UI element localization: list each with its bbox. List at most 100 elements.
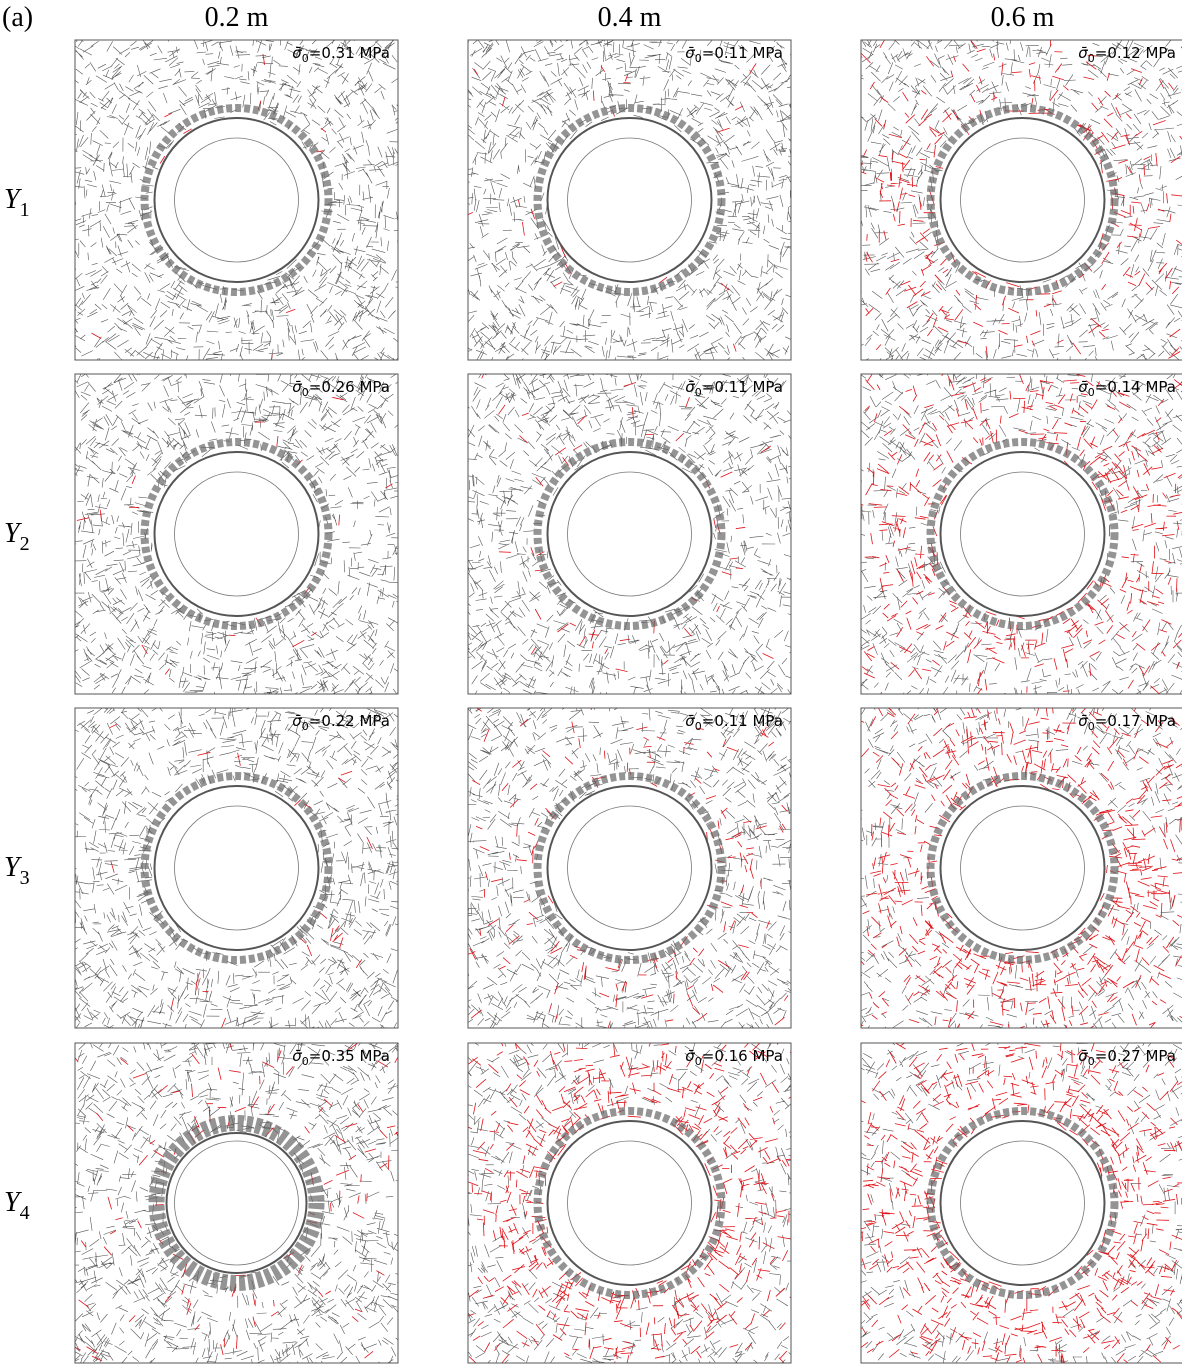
panel-frame: [467, 39, 792, 361]
initial-boundary: [174, 805, 299, 931]
stress-annotation: σ̄0=0.31 MPa: [292, 44, 390, 65]
panel-frame: [467, 1042, 792, 1364]
opening: [546, 451, 713, 617]
stress-value: =0.31 MPa: [309, 44, 390, 62]
stress-symbol: σ̄: [1078, 1047, 1088, 1065]
opening: [939, 451, 1106, 617]
panel-frame: [74, 373, 399, 695]
stress-value: =0.11 MPa: [702, 378, 783, 396]
stress-symbol: σ̄: [292, 1047, 302, 1065]
panel: σ̄0=0.27 MPa: [860, 1042, 1182, 1364]
damaged-cracks: [861, 708, 1182, 1028]
damage-ring: [140, 772, 333, 964]
panel: σ̄0=0.35 MPa: [74, 1042, 399, 1364]
initial-boundary: [960, 805, 1085, 931]
stress-value: =0.26 MPa: [309, 378, 390, 396]
opening: [153, 451, 320, 617]
stress-symbol: σ̄: [292, 44, 302, 62]
opening: [939, 117, 1106, 283]
opening: [939, 1120, 1106, 1286]
initial-boundary: [960, 1140, 1085, 1266]
panel-frame: [74, 707, 399, 1029]
stress-value: =0.11 MPa: [702, 44, 783, 62]
stress-subscript: 0: [1088, 1055, 1095, 1068]
damaged-cracks: [468, 708, 789, 1028]
stress-value: =0.27 MPa: [1095, 1047, 1176, 1065]
row-symbol: Y: [4, 184, 23, 215]
panel: σ̄0=0.22 MPa: [74, 707, 399, 1029]
stress-subscript: 0: [1088, 720, 1095, 733]
stress-value: =0.12 MPa: [1095, 44, 1176, 62]
stress-subscript: 0: [302, 52, 309, 65]
row-subscript: 1: [20, 199, 30, 221]
stress-subscript: 0: [1088, 386, 1095, 399]
cracks: [468, 374, 791, 694]
cracks: [75, 708, 398, 1028]
opening: [546, 1120, 713, 1286]
damage-ring: [140, 438, 333, 630]
stress-annotation: σ̄0=0.11 MPa: [685, 44, 783, 65]
panel: σ̄0=0.14 MPa: [860, 373, 1182, 695]
stress-subscript: 0: [302, 1055, 309, 1068]
stress-symbol: σ̄: [685, 1047, 695, 1065]
damaged-cracks: [91, 53, 327, 360]
damage-ring: [533, 772, 726, 964]
row-label: Y1: [4, 184, 30, 221]
stress-value: =0.11 MPa: [702, 712, 783, 730]
panel: σ̄0=0.26 MPa: [74, 373, 399, 695]
stress-annotation: σ̄0=0.17 MPa: [1078, 712, 1176, 733]
stress-annotation: σ̄0=0.16 MPa: [685, 1047, 783, 1068]
opening: [939, 785, 1106, 951]
column-header: 0.6 m: [991, 2, 1055, 33]
initial-boundary: [174, 137, 299, 263]
row-subscript: 3: [20, 867, 30, 889]
panel: σ̄0=0.11 MPa: [467, 707, 792, 1029]
damage-ring: [140, 104, 333, 296]
opening: [546, 117, 713, 283]
panel-frame: [860, 707, 1182, 1029]
stress-symbol: σ̄: [1078, 378, 1088, 396]
cracks: [468, 40, 791, 360]
panel-frame: [467, 373, 792, 695]
row-subscript: 2: [20, 533, 30, 555]
panel-frame: [467, 707, 792, 1029]
panel: σ̄0=0.12 MPa: [860, 39, 1182, 361]
column-header: 0.2 m: [205, 2, 269, 33]
opening: [153, 785, 320, 951]
damage-ring: [533, 104, 726, 296]
stress-symbol: σ̄: [1078, 712, 1088, 730]
panel: σ̄0=0.11 MPa: [467, 39, 792, 361]
stress-annotation: σ̄0=0.26 MPa: [292, 378, 390, 399]
panel-frame: [860, 39, 1182, 361]
row-symbol: Y: [4, 852, 23, 883]
stress-annotation: σ̄0=0.27 MPa: [1078, 1047, 1176, 1068]
opening: [153, 117, 320, 283]
cracks: [75, 40, 398, 360]
stress-annotation: σ̄0=0.12 MPa: [1078, 44, 1176, 65]
damage-ring: [926, 1107, 1119, 1299]
panel-frame: [74, 1042, 399, 1364]
stress-subscript: 0: [695, 386, 702, 399]
stress-subscript: 0: [695, 52, 702, 65]
row-label: Y4: [4, 1187, 30, 1224]
initial-boundary: [567, 137, 692, 263]
panel-label: (a): [2, 2, 33, 33]
panel-frame: [860, 373, 1182, 695]
cracks: [861, 708, 1182, 1028]
damage-ring: [926, 772, 1119, 964]
stress-value: =0.17 MPa: [1095, 712, 1176, 730]
panel: σ̄0=0.17 MPa: [860, 707, 1182, 1029]
stress-subscript: 0: [695, 1055, 702, 1068]
stress-symbol: σ̄: [292, 378, 302, 396]
stress-subscript: 0: [302, 720, 309, 733]
stress-value: =0.35 MPa: [309, 1047, 390, 1065]
damage-ring: [533, 438, 726, 630]
initial-boundary: [567, 471, 692, 597]
damaged-cracks: [861, 374, 1182, 694]
initial-boundary: [960, 471, 1085, 597]
opening: [165, 1132, 308, 1274]
row-label: Y3: [4, 852, 30, 889]
row-label: Y2: [4, 518, 30, 555]
stress-subscript: 0: [1088, 52, 1095, 65]
